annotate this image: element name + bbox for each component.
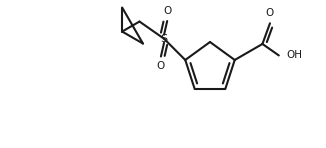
Text: OH: OH — [287, 50, 303, 60]
Text: O: O — [266, 8, 274, 18]
Text: O: O — [163, 6, 171, 16]
Text: O: O — [157, 61, 165, 71]
Text: S: S — [160, 34, 168, 44]
